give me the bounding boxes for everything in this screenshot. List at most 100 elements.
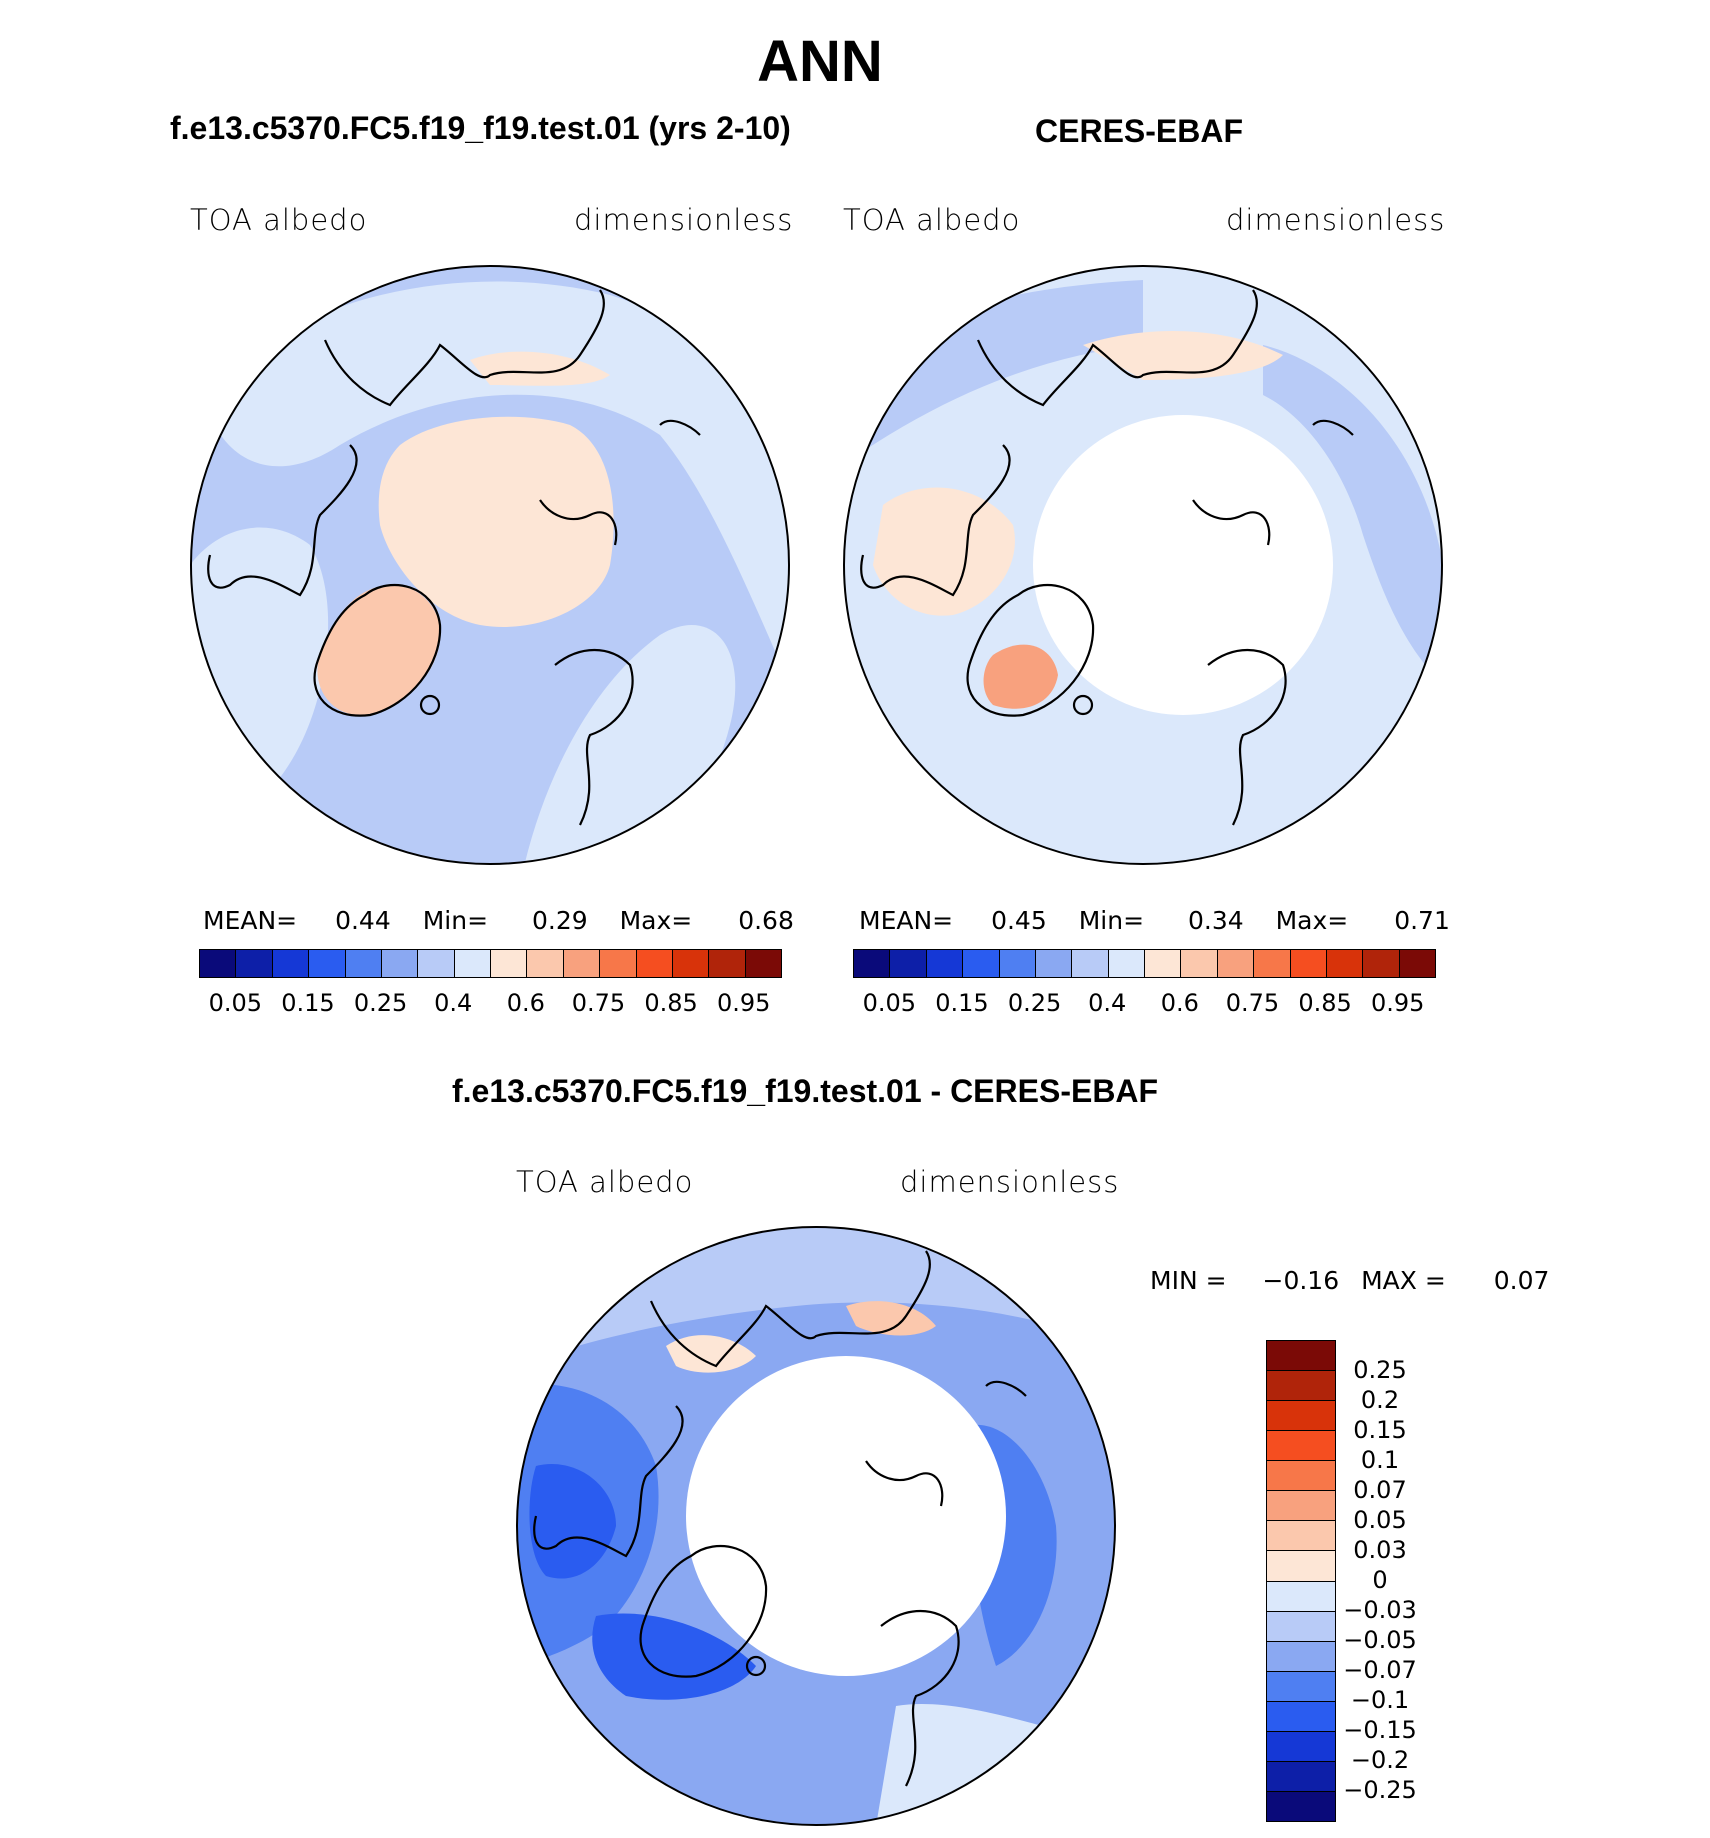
model-colorbar-tick-label: 0.95 (716, 989, 771, 1017)
diff-coastlines (533, 1250, 1027, 1787)
obs-colorbar-cell (1145, 950, 1182, 977)
diff-colorbar-level-label: 0.1 (1360, 1446, 1400, 1474)
model-colorbar-tick-label: 0.15 (281, 989, 335, 1017)
obs-colorbar-tick-label: 0.85 (1298, 989, 1352, 1017)
obs-min-label: Min= (1078, 906, 1145, 935)
diff-colorbar-level-label: 0.05 (1353, 1506, 1407, 1534)
obs-colorbar-cell (1035, 950, 1073, 977)
diff-colorbar-level-label: −0.2 (1350, 1746, 1410, 1774)
model-max-label: Max= (619, 906, 693, 935)
obs-colorbar-tick-label: 0.95 (1370, 989, 1425, 1017)
diff-map-border (516, 1226, 1116, 1826)
obs-min-value: 0.34 (1187, 906, 1244, 935)
obs-colorbar-tick-label: 0.4 (1088, 989, 1127, 1017)
obs-colorbar-tick-label: 0.15 (935, 989, 989, 1017)
model-colorbar-cell (309, 950, 346, 977)
model-colorbar-cell (454, 950, 491, 977)
model-colorbar-cell (600, 950, 637, 977)
diff-colorbar-cell (1267, 1731, 1335, 1762)
diff-colorbar-level-label: −0.15 (1343, 1716, 1417, 1744)
model-colorbar (199, 949, 782, 978)
diff-panel-title: f.e13.c5370.FC5.f19_f19.test.01 - CERES-… (452, 1073, 1159, 1109)
diff-colorbar-labels: 0.25 0.2 0.15 0.1 0.07 0.05 0.03 0 −0.03 −0.05 −0.… (1343, 1340, 1417, 1820)
obs-colorbar-ticks: 0.05 0.15 0.25 0.4 0.6 0.75 0.85 0.95 (853, 989, 1434, 1019)
obs-colorbar-cell (926, 950, 964, 977)
obs-colorbar-cell (1108, 950, 1145, 977)
model-colorbar-cell (345, 950, 382, 977)
diff-colorbar-level-label: −0.25 (1343, 1776, 1417, 1804)
diff-min-value: −0.16 (1262, 1266, 1340, 1295)
obs-colorbar-cell (1217, 950, 1255, 977)
diff-colorbar-cell (1267, 1431, 1335, 1462)
obs-colorbar-tick-label: 0.05 (862, 989, 917, 1017)
model-map-border (190, 265, 790, 865)
model-colorbar-cell (491, 950, 528, 977)
model-colorbar-tick-label: 0.85 (644, 989, 698, 1017)
obs-colorbar-tick-label: 0.6 (1160, 989, 1199, 1017)
model-colorbar-cell (563, 950, 601, 977)
diff-colorbar-cell (1267, 1371, 1335, 1402)
obs-variable-label: TOA albedo (843, 203, 1021, 237)
diff-colorbar-cell (1267, 1551, 1335, 1582)
model-colorbar-tick-label: 0.75 (571, 989, 626, 1017)
obs-colorbar-cell (999, 950, 1036, 977)
obs-colorbar-tick-label: 0.75 (1225, 989, 1280, 1017)
obs-polar-map (843, 265, 1443, 865)
diff-colorbar-level-label: 0.2 (1360, 1386, 1400, 1414)
model-stats: MEAN= 0.44 Min= 0.29 Max= 0.68 (203, 906, 794, 935)
diff-colorbar-cell (1267, 1581, 1335, 1612)
model-mean-value: 0.44 (335, 906, 391, 935)
diff-colorbar-cell (1267, 1521, 1335, 1552)
diff-colorbar-cell (1267, 1671, 1335, 1702)
diff-colorbar-cell (1267, 1461, 1335, 1492)
obs-panel-title: CERES-EBAF (1035, 113, 1244, 149)
diff-colorbar-level-label: −0.05 (1343, 1626, 1417, 1654)
diff-colorbar-cell (1267, 1341, 1335, 1372)
model-colorbar-tick-label: 0.25 (353, 989, 408, 1017)
model-colorbar-cell (236, 950, 273, 977)
obs-coastlines (860, 289, 1354, 826)
model-colorbar-ticks: 0.05 0.15 0.25 0.4 0.6 0.75 0.85 0.95 (199, 989, 780, 1019)
model-panel-title: f.e13.c5370.FC5.f19_f19.test.01 (yrs 2-1… (170, 110, 791, 146)
obs-colorbar (853, 949, 1436, 978)
obs-colorbar-cell (1181, 950, 1218, 977)
model-colorbar-tick-label: 0.6 (506, 989, 545, 1017)
figure-title: ANN (757, 29, 883, 94)
diff-colorbar-cell (1267, 1761, 1335, 1792)
obs-colorbar-cell (1363, 950, 1400, 977)
model-min-value: 0.29 (531, 906, 588, 935)
diff-colorbar-level-label: 0.03 (1353, 1536, 1407, 1564)
diff-colorbar-cell (1267, 1611, 1335, 1642)
obs-mean-label: MEAN= (859, 906, 954, 935)
model-mean-label: MEAN= (203, 906, 298, 935)
model-field-arctic-high (378, 416, 614, 627)
model-colorbar-cell (745, 950, 781, 977)
model-colorbar-cell (672, 950, 710, 977)
model-colorbar-cell (636, 950, 673, 977)
diff-colorbar-level-label: −0.1 (1350, 1686, 1410, 1714)
model-polar-map (190, 265, 790, 865)
obs-field-greenland-peak (983, 644, 1058, 709)
diff-colorbar-level-label: 0.15 (1353, 1416, 1407, 1444)
obs-colorbar-cell (1072, 950, 1109, 977)
diff-field-positive-siberia (846, 1301, 936, 1336)
obs-field-siberia-high (1083, 331, 1283, 380)
model-min-label: Min= (422, 906, 489, 935)
diff-colorbar-level-label: 0.07 (1353, 1476, 1407, 1504)
diff-colorbar (1266, 1340, 1336, 1822)
diff-min-label: MIN = (1150, 1266, 1227, 1295)
obs-units-label: dimensionless (1226, 203, 1446, 237)
obs-field-canada-high (873, 487, 1015, 616)
model-max-value: 0.68 (738, 906, 794, 935)
model-colorbar-cell (272, 950, 310, 977)
model-colorbar-cell (527, 950, 564, 977)
diff-missing-data-region (686, 1356, 1006, 1676)
diff-colorbar-cell (1267, 1701, 1335, 1732)
obs-colorbar-cell (1326, 950, 1364, 977)
model-units-label: dimensionless (574, 203, 794, 237)
obs-stats: MEAN= 0.45 Min= 0.34 Max= 0.71 (859, 906, 1450, 935)
model-variable-label: TOA albedo (190, 203, 368, 237)
obs-colorbar-cell (1399, 950, 1435, 977)
obs-colorbar-tick-label: 0.25 (1007, 989, 1062, 1017)
obs-colorbar-cell (1290, 950, 1327, 977)
